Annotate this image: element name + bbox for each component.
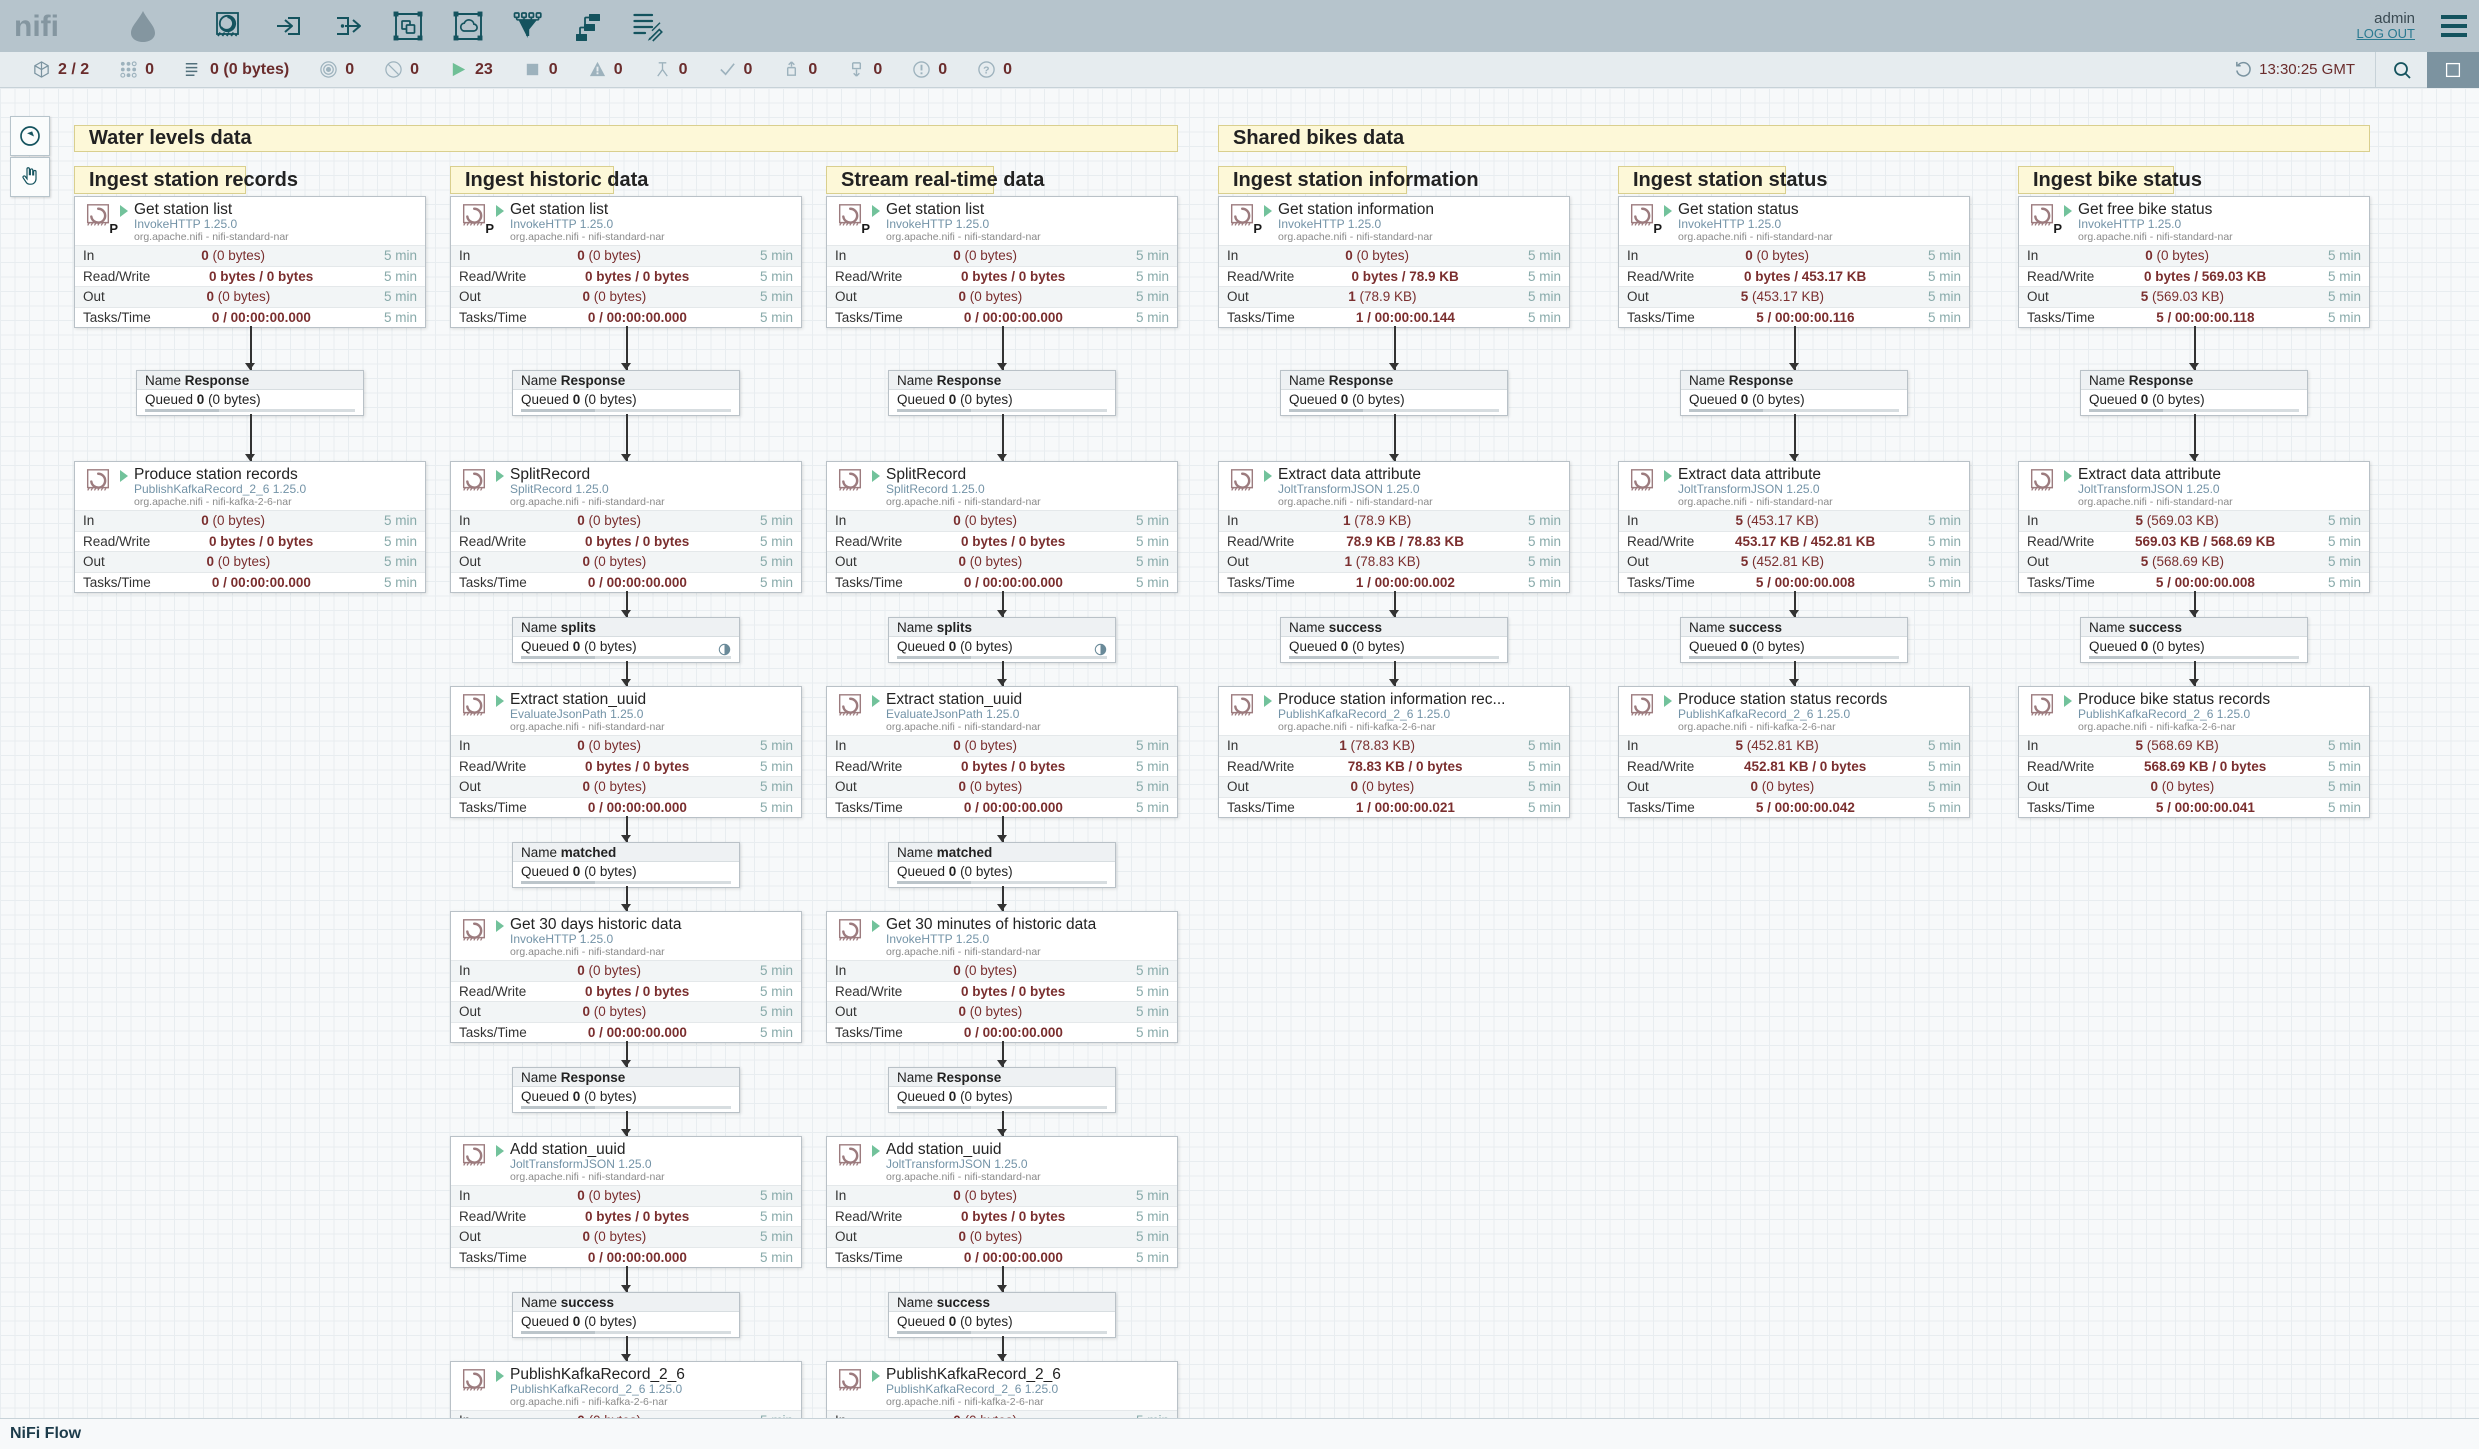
svg-text:nifi: nifi [14,10,59,43]
svg-text:?: ? [983,65,989,76]
